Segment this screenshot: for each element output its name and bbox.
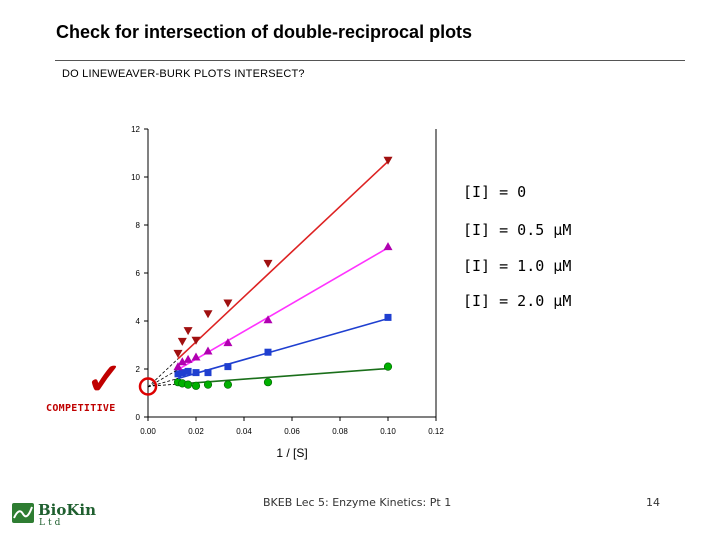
- title-divider: [55, 60, 685, 61]
- legend-item-2: [I] = 1.0 μM: [463, 257, 572, 275]
- x-axis-label: 1 / [S]: [276, 446, 307, 460]
- slide-subtitle: DO LINEWEAVER-BURK PLOTS INTERSECT?: [62, 68, 305, 80]
- logo-text: BioKin: [38, 501, 97, 519]
- logo-subtext: Ltd: [39, 518, 64, 528]
- page-number: 14: [646, 496, 660, 509]
- fit-line-0: [177, 367, 389, 385]
- intersection-marker: [138, 377, 158, 396]
- data-point-s2-2: [183, 354, 193, 363]
- y-tick-label: 6: [136, 269, 141, 278]
- data-point-s0-6: [263, 378, 273, 387]
- competitive-label: COMPETITIVE: [46, 403, 116, 414]
- fit-line-3: [177, 160, 389, 360]
- data-point-s0-7: [383, 362, 393, 371]
- data-point-s3-0: [173, 349, 183, 358]
- data-point-s1-5: [224, 363, 232, 371]
- data-point-s2-6: [263, 315, 273, 324]
- fit-line-1: [177, 317, 389, 380]
- fit-line-2: [177, 247, 389, 371]
- data-point-s2-3: [191, 352, 201, 361]
- data-point-s3-2: [183, 327, 193, 336]
- data-point-s3-1: [177, 337, 187, 346]
- data-point-s1-3: [192, 369, 200, 377]
- data-point-s3-3: [191, 336, 201, 345]
- extrapolation-line-2: [147, 369, 179, 388]
- data-point-s3-6: [263, 259, 273, 268]
- y-tick-label: 0: [136, 413, 141, 422]
- x-tick-label: 0.04: [236, 427, 252, 436]
- data-point-s2-1: [177, 357, 187, 366]
- y-tick-label: 8: [136, 221, 141, 230]
- data-point-s1-7: [384, 313, 392, 321]
- legend-item-0: [I] = 0: [463, 183, 527, 201]
- x-tick-label: 0.12: [428, 427, 444, 436]
- logo-mark-icon: [12, 503, 34, 523]
- y-tick-label: 12: [131, 125, 140, 134]
- data-point-s2-5: [223, 338, 233, 347]
- data-point-s0-3: [191, 381, 201, 390]
- data-point-s2-4: [203, 346, 213, 355]
- data-point-s1-4: [204, 369, 212, 377]
- biokin-logo: BioKin Ltd: [12, 500, 96, 530]
- data-point-s0-5: [223, 380, 233, 389]
- data-point-s3-4: [203, 310, 213, 319]
- data-point-s0-4: [203, 380, 213, 389]
- checkmark-icon: ✓: [86, 354, 123, 405]
- footer-caption: BKEB Lec 5: Enzyme Kinetics: Pt 1: [263, 496, 452, 509]
- x-tick-label: 0.10: [380, 427, 396, 436]
- data-point-s0-2: [183, 380, 193, 389]
- data-point-s1-6: [264, 348, 272, 356]
- data-point-s1-1: [178, 369, 186, 377]
- legend-item-1: [I] = 0.5 μM: [463, 221, 572, 239]
- slide-title: Check for intersection of double-recipro…: [56, 22, 473, 42]
- x-tick-label: 0.02: [188, 427, 204, 436]
- y-tick-label: 2: [136, 365, 141, 374]
- x-tick-label: 0.00: [140, 427, 156, 436]
- x-tick-label: 0.06: [284, 427, 300, 436]
- data-point-s3-7: [383, 156, 393, 165]
- x-tick-label: 0.08: [332, 427, 348, 436]
- legend-item-3: [I] = 2.0 μM: [463, 292, 572, 310]
- data-point-s2-7: [383, 242, 393, 251]
- extrapolation-line-3: [147, 358, 179, 388]
- data-point-s3-5: [223, 299, 233, 308]
- y-tick-label: 4: [136, 317, 141, 326]
- y-tick-label: 10: [131, 173, 140, 182]
- extrapolation-line-1: [147, 378, 179, 388]
- data-point-s1-0: [174, 370, 182, 378]
- data-point-s2-0: [173, 362, 183, 371]
- data-point-s1-2: [184, 367, 192, 375]
